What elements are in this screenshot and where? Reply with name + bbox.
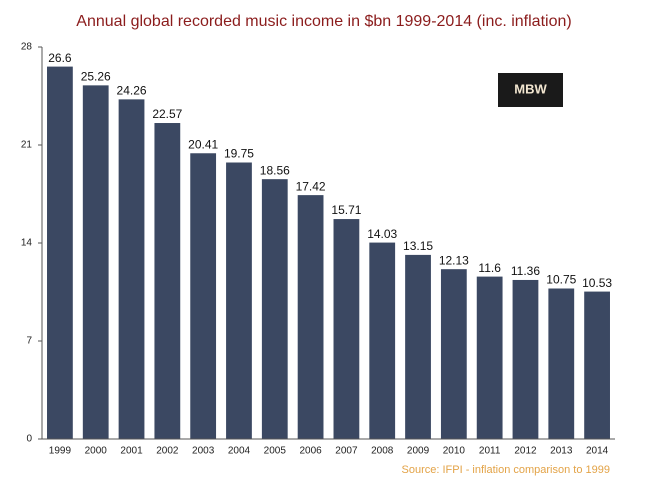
value-label: 22.57	[152, 107, 182, 121]
logo-box	[498, 73, 563, 107]
value-label: 10.53	[582, 276, 612, 290]
bar	[261, 179, 288, 439]
x-tick-label: 2011	[479, 446, 501, 457]
bar	[47, 66, 73, 439]
value-label: 26.6	[48, 51, 72, 65]
value-label: 24.26	[117, 84, 147, 98]
bar	[584, 291, 610, 439]
y-tick-label: 21	[21, 140, 33, 151]
y-tick-label: 0	[26, 434, 32, 445]
x-tick-label: 2000	[85, 446, 108, 457]
x-tick-label: 2007	[335, 446, 358, 457]
x-tick-label: 2005	[264, 446, 287, 457]
x-tick-label: 2004	[228, 446, 251, 457]
source-note: Source: IFPI - inflation comparison to 1…	[402, 464, 611, 476]
bar	[440, 269, 467, 439]
x-tick-label: 2014	[586, 446, 609, 457]
y-tick-label: 7	[26, 336, 32, 347]
x-tick-label: 2009	[407, 446, 430, 457]
x-tick-label: 2001	[120, 446, 143, 457]
value-label: 12.13	[439, 253, 469, 267]
value-label: 15.71	[331, 203, 361, 217]
chart-title: Annual global recorded music income in $…	[76, 13, 571, 30]
value-label: 11.36	[511, 264, 540, 278]
bar	[297, 195, 324, 439]
bar	[405, 254, 431, 439]
value-label: 18.56	[260, 163, 290, 177]
x-tick-label: 2008	[371, 446, 394, 457]
value-label: 20.41	[188, 137, 218, 151]
value-label: 19.75	[224, 147, 254, 161]
x-tick-label: 2002	[156, 446, 179, 457]
x-tick-label: 2010	[443, 446, 466, 457]
bar	[82, 85, 109, 440]
bar	[190, 153, 217, 439]
x-tick-label: 2013	[550, 446, 573, 457]
bar	[512, 279, 539, 439]
x-tick-label: 2006	[299, 446, 322, 457]
logo: MBW	[514, 81, 547, 96]
value-label: 11.6	[478, 261, 501, 275]
y-tick-label: 14	[21, 238, 33, 249]
bar	[476, 276, 503, 439]
value-label: 10.75	[546, 273, 576, 287]
x-tick-label: 1999	[49, 446, 72, 457]
x-tick-label: 2012	[514, 446, 537, 457]
bar	[118, 99, 145, 440]
value-label: 17.42	[296, 179, 326, 193]
bar	[154, 123, 181, 440]
value-label: 14.03	[367, 227, 397, 241]
value-label: 25.26	[81, 70, 111, 84]
y-tick-label: 28	[21, 42, 33, 53]
bar	[369, 242, 396, 439]
x-tick-label: 2003	[192, 446, 215, 457]
bar	[333, 219, 360, 439]
value-label: 13.15	[403, 239, 433, 253]
bar	[226, 162, 252, 439]
bar	[548, 288, 575, 439]
